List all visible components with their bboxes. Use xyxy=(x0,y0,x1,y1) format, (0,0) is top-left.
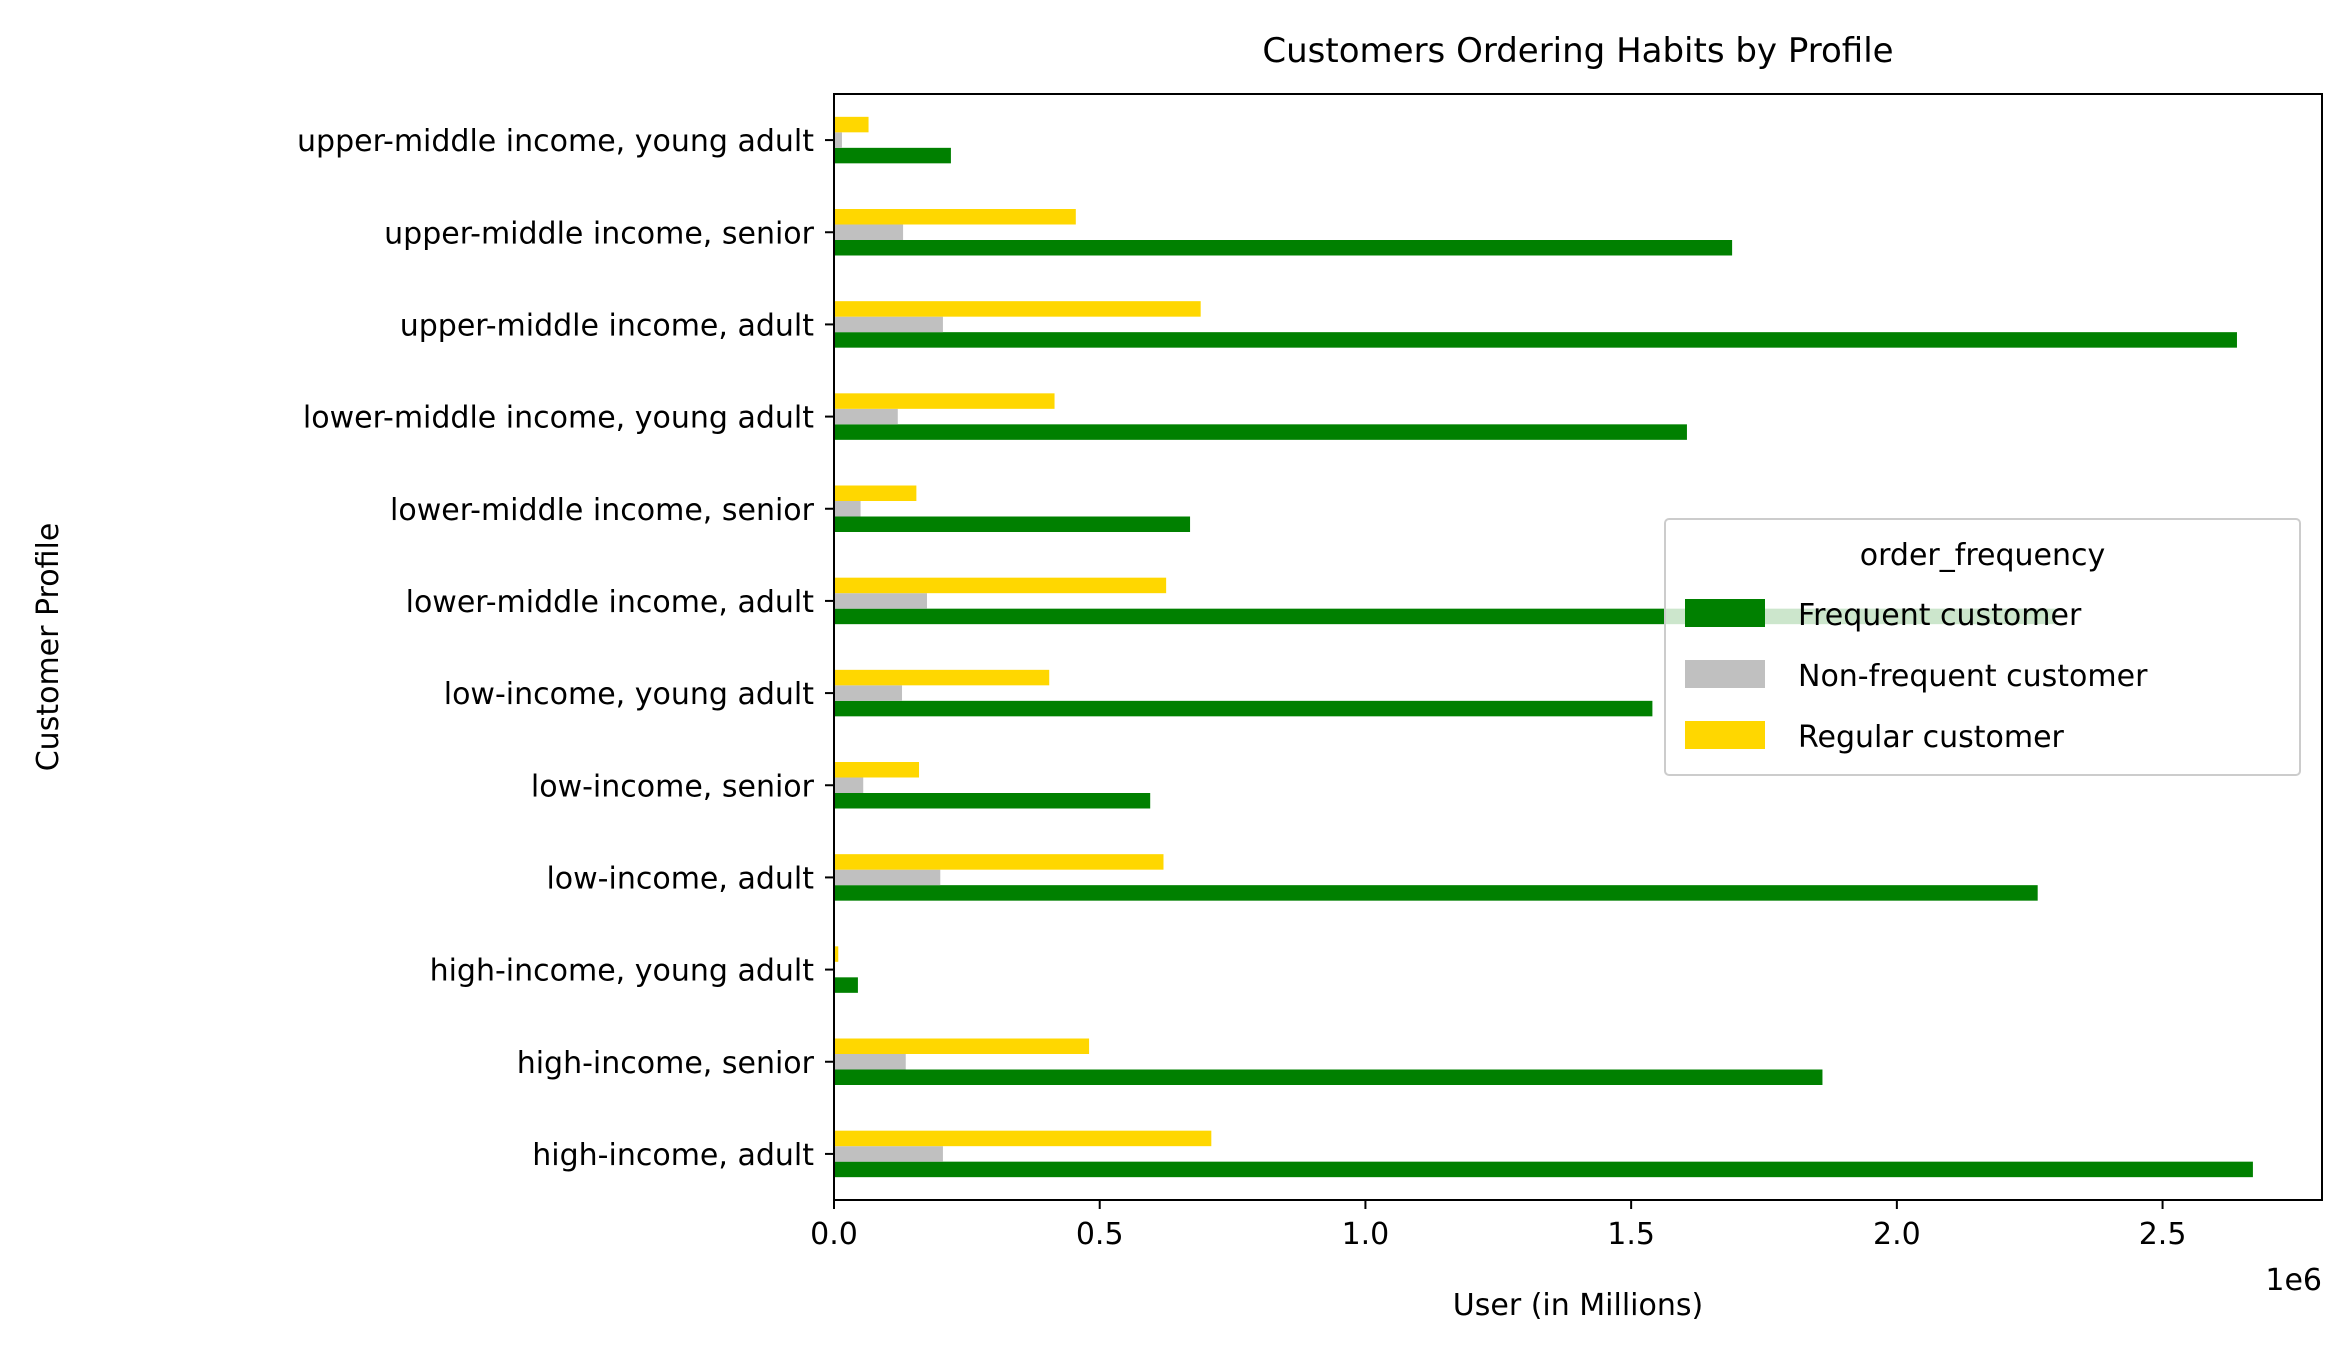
legend-label-regular-customer: Regular customer xyxy=(1798,720,2065,755)
bar-non-frequent-customer-lower-middle-income-adult xyxy=(834,593,927,609)
bar-non-frequent-customer-low-income-adult xyxy=(834,869,941,886)
bar-non-frequent-customer-upper-middle-income-young-adult xyxy=(834,132,842,148)
y-axis-label: Customer Profile xyxy=(31,523,66,772)
bar-frequent-customer-low-income-adult xyxy=(834,885,2038,901)
bar-non-frequent-customer-low-income-senior xyxy=(834,777,864,793)
bar-regular-customer-high-income-young-adult xyxy=(834,946,839,962)
x-axis-label: User (in Millions) xyxy=(1453,1288,1703,1323)
y-tick-label: upper-middle income, young adult xyxy=(297,124,814,159)
bar-frequent-customer-upper-middle-income-senior xyxy=(834,240,1733,256)
bar-non-frequent-customer-upper-middle-income-senior xyxy=(834,224,904,240)
y-tick-label: lower-middle income, senior xyxy=(390,493,815,528)
y-tick-label: low-income, adult xyxy=(546,861,814,896)
legend-swatch-non-frequent-customer xyxy=(1685,660,1765,688)
y-tick-label: lower-middle income, young adult xyxy=(303,401,814,436)
chart-title: Customers Ordering Habits by Profile xyxy=(1262,31,1893,71)
bar-non-frequent-customer-lower-middle-income-young-adult xyxy=(834,408,898,425)
bar-frequent-customer-high-income-senior xyxy=(834,1069,1823,1085)
bar-frequent-customer-upper-middle-income-young-adult xyxy=(834,147,951,164)
y-tick-label: high-income, young adult xyxy=(430,954,815,989)
y-tick-label: high-income, adult xyxy=(532,1138,814,1173)
bar-regular-customer-low-income-young-adult xyxy=(834,669,1050,686)
y-axis-ticks: high-income, adult high-income, senior hig… xyxy=(297,124,834,1173)
legend: order_frequency Frequent customer Non-fre… xyxy=(1664,518,2301,776)
bar-frequent-customer-lower-middle-income-young-adult xyxy=(834,424,1687,440)
x-axis-offset-label: 1e6 xyxy=(2265,1263,2322,1298)
bar-regular-customer-low-income-senior xyxy=(834,762,920,778)
bar-non-frequent-customer-lower-middle-income-senior xyxy=(834,501,861,517)
x-axis-ticks: 0.0 0.5 1.0 1.5 2.0 2.5 xyxy=(810,1200,2186,1252)
y-tick-label: upper-middle income, senior xyxy=(384,216,815,251)
x-tick-label: 2.5 xyxy=(2139,1217,2187,1252)
bar-frequent-customer-low-income-young-adult xyxy=(834,700,1653,717)
legend-items: Frequent customer Non-frequent customer Re… xyxy=(1685,598,2148,755)
x-tick-label: 1.5 xyxy=(1607,1217,1655,1252)
legend-label-non-frequent-customer: Non-frequent customer xyxy=(1798,659,2148,694)
y-tick-label: low-income, young adult xyxy=(444,677,814,712)
legend-box xyxy=(1664,518,2301,776)
x-tick-label: 0.0 xyxy=(810,1217,858,1252)
y-tick-label: high-income, senior xyxy=(517,1046,815,1081)
x-tick-label: 1.0 xyxy=(1342,1217,1390,1252)
bar-regular-customer-lower-middle-income-adult xyxy=(834,577,1167,594)
bar-frequent-customer-lower-middle-income-senior xyxy=(834,516,1191,532)
bar-frequent-customer-low-income-senior xyxy=(834,793,1151,809)
y-tick-label: low-income, senior xyxy=(531,769,815,804)
bar-regular-customer-upper-middle-income-adult xyxy=(834,301,1201,317)
bar-non-frequent-customer-low-income-young-adult xyxy=(834,685,903,701)
x-tick-label: 0.5 xyxy=(1076,1217,1124,1252)
legend-label-frequent-customer: Frequent customer xyxy=(1798,598,2082,633)
bar-non-frequent-customer-upper-middle-income-adult xyxy=(834,316,943,333)
y-tick-label: lower-middle income, adult xyxy=(406,585,815,620)
legend-title: order_frequency xyxy=(1860,538,2105,573)
legend-swatch-regular-customer xyxy=(1685,721,1765,749)
bar-regular-customer-high-income-adult xyxy=(834,1130,1212,1147)
x-tick-label: 2.0 xyxy=(1873,1217,1921,1252)
legend-swatch-frequent-customer xyxy=(1685,599,1765,627)
bar-regular-customer-high-income-senior xyxy=(834,1038,1090,1054)
bar-frequent-customer-upper-middle-income-adult xyxy=(834,332,2237,348)
bar-regular-customer-upper-middle-income-young-adult xyxy=(834,116,869,133)
bar-non-frequent-customer-high-income-senior xyxy=(834,1054,906,1070)
bar-frequent-customer-high-income-adult xyxy=(834,1161,2253,1178)
bar-frequent-customer-high-income-young-adult xyxy=(834,977,858,993)
bar-regular-customer-low-income-adult xyxy=(834,854,1164,870)
y-tick-label: upper-middle income, adult xyxy=(400,308,814,343)
bar-regular-customer-lower-middle-income-senior xyxy=(834,485,917,501)
bar-non-frequent-customer-high-income-adult xyxy=(834,1146,943,1162)
bar-regular-customer-upper-middle-income-senior xyxy=(834,209,1076,225)
bar-regular-customer-lower-middle-income-young-adult xyxy=(834,393,1055,409)
plot-frame xyxy=(833,93,2323,1201)
